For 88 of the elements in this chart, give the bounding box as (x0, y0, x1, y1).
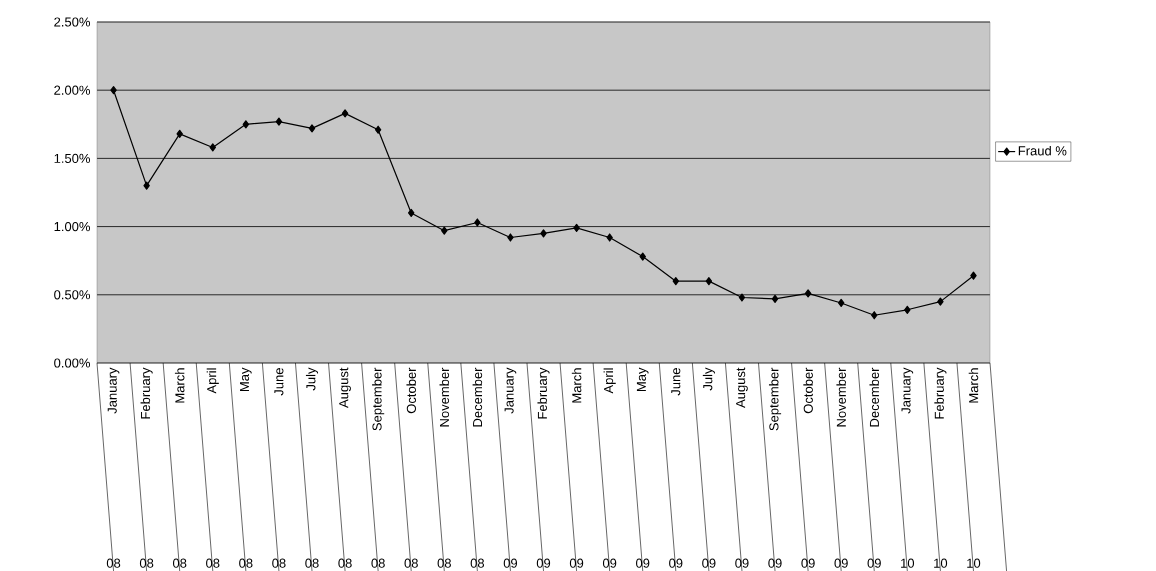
text: 09 (536, 558, 551, 568)
text: 09 (834, 558, 848, 568)
point (275, 117, 283, 126)
point (804, 289, 812, 298)
point (639, 252, 646, 261)
point (904, 305, 911, 314)
x-tick-label: August (736, 367, 748, 408)
point (374, 125, 382, 134)
point (738, 293, 746, 302)
x-tick-label: March (174, 368, 185, 403)
y-tick-label: 2.50% (54, 17, 91, 27)
text: 08 (305, 558, 319, 568)
text: 09 (602, 558, 617, 568)
point (672, 277, 680, 286)
text: 09 (768, 558, 782, 568)
point (209, 143, 216, 152)
x-tick-label: June (274, 368, 284, 396)
y-tick-label: 2.00% (54, 85, 91, 95)
x-tick-label: July (305, 367, 319, 391)
text: 08 (139, 558, 154, 568)
point (507, 233, 514, 242)
point (176, 129, 183, 138)
x-tick-label: March (571, 368, 582, 403)
x-tick-label: November (836, 367, 846, 427)
y-tick-label: 0.50% (54, 290, 91, 300)
x-tick-label: April (603, 368, 616, 394)
x-tick-label: April (206, 368, 219, 394)
point (110, 86, 117, 95)
y-tick-label: 1.00% (54, 221, 91, 232)
x-tick-label: August (339, 367, 351, 408)
text: 08 (239, 558, 253, 568)
text: 08 (206, 558, 220, 568)
text: 09 (801, 558, 815, 568)
text: 08 (437, 558, 451, 568)
point (441, 226, 448, 235)
x-tick-label: October (406, 367, 416, 414)
point (407, 208, 415, 218)
text: 09 (867, 558, 881, 568)
text: 08 (371, 558, 385, 568)
text: 08 (470, 558, 485, 568)
y-tick-label: 0.00% (54, 358, 91, 368)
x-tick-label: February (537, 367, 550, 419)
x-tick-label: July (702, 367, 715, 391)
text: 09 (702, 558, 716, 568)
text: 09 (669, 558, 683, 568)
point (474, 218, 481, 227)
text: 08 (106, 558, 121, 568)
x-tick-label: December (472, 367, 483, 427)
x-tick-label: February (140, 367, 153, 419)
x-tick-label: October (803, 367, 813, 414)
text: 09 (735, 558, 749, 568)
point (871, 311, 878, 320)
x-tick-label: December (869, 367, 880, 427)
x-tick-label: September (768, 367, 782, 431)
point (143, 181, 150, 190)
point (837, 298, 845, 308)
point (242, 120, 250, 129)
text: 09 (503, 558, 518, 568)
point (573, 223, 580, 233)
text: 08 (172, 558, 187, 568)
text: 10 (967, 558, 981, 568)
x-tick-label: January (107, 367, 120, 414)
x-tick-label: November (439, 367, 450, 427)
x-tick-label: September (372, 367, 385, 431)
x-tick-label: June (671, 368, 681, 396)
point (540, 229, 547, 238)
x-tick-label: January (504, 367, 517, 414)
point (308, 124, 316, 133)
point (970, 271, 977, 280)
text: 08 (272, 558, 286, 568)
text: 10 (901, 558, 915, 568)
x-tick-label: March (968, 368, 979, 403)
point (705, 277, 713, 286)
text: 09 (569, 558, 584, 568)
point (606, 233, 613, 242)
y-tick-label: 1.50% (54, 153, 91, 163)
point (771, 294, 779, 303)
text: 10 (934, 558, 948, 568)
text: 09 (636, 558, 650, 568)
point (341, 109, 349, 118)
x-tick-label: January (901, 367, 914, 414)
text: 08 (404, 558, 418, 568)
x-tick-label: May (240, 367, 252, 392)
x-tick-label: May (636, 367, 649, 392)
x-tick-label: February (934, 367, 947, 419)
text: 08 (338, 558, 352, 568)
point (937, 297, 944, 306)
legend-label: Fraud % (1018, 145, 1067, 156)
